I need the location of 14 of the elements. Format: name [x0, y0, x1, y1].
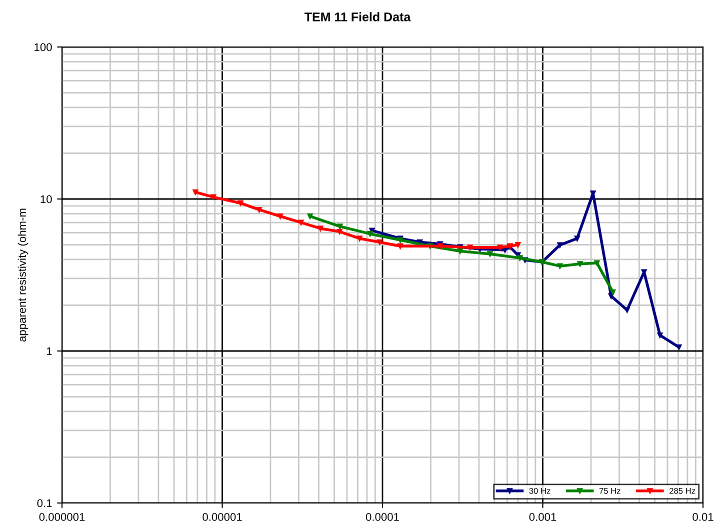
y-axis-title: apparent resistivity (ohm-m [18, 208, 28, 342]
legend-label: 285 Hz [670, 488, 696, 494]
y-tick-label: 1 [46, 347, 52, 356]
chart-title: TEM 11 Field Data [304, 12, 411, 22]
y-tick-label: 10 [40, 195, 52, 204]
x-tick-label: 0.00001 [202, 513, 242, 521]
y-tick-label: 100 [34, 43, 52, 52]
x-tick-label: 0.0001 [366, 513, 399, 521]
legend-label: 30 Hz [529, 488, 550, 494]
x-tick-label: 0.01 [692, 513, 714, 521]
x-tick-label: 0.000001 [39, 513, 85, 521]
x-tick-label: 0.001 [529, 513, 556, 521]
legend-label: 75 Hz [599, 488, 620, 494]
y-tick-label: 0.1 [37, 499, 52, 508]
